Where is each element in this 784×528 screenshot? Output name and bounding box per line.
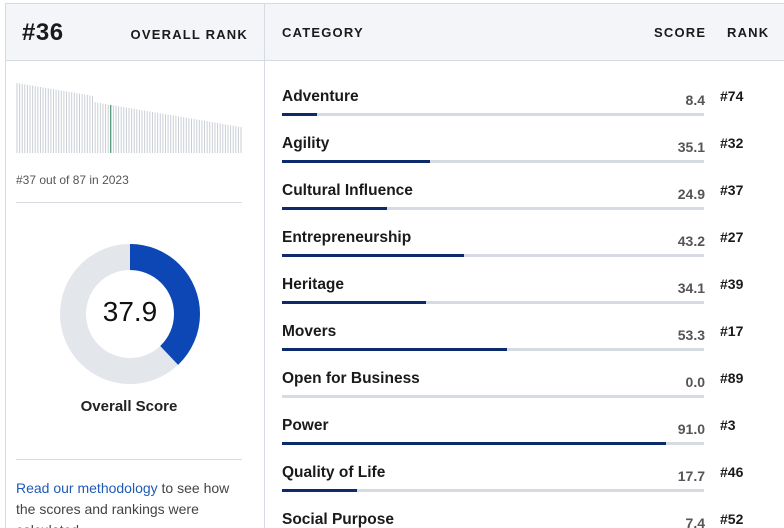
category-score: 0.0 bbox=[685, 374, 705, 390]
overall-score-donut bbox=[60, 244, 200, 384]
score-bar-fill bbox=[282, 207, 388, 210]
score-bar-fill bbox=[282, 160, 431, 163]
category-name[interactable]: Quality of Life bbox=[282, 464, 386, 481]
score-bar-track bbox=[282, 348, 704, 351]
category-row: Social Purpose 7.4 #52 bbox=[265, 484, 784, 528]
category-name[interactable]: Cultural Influence bbox=[282, 182, 413, 199]
score-bar-track bbox=[282, 207, 704, 210]
category-score: 35.1 bbox=[677, 139, 705, 155]
score-bar-track bbox=[282, 301, 704, 304]
score-bar-track bbox=[282, 442, 704, 445]
category-score: 43.2 bbox=[677, 233, 705, 249]
category-row: Open for Business 0.0 #89 bbox=[265, 343, 784, 398]
category-row: Movers 53.3 #17 bbox=[265, 296, 784, 351]
divider bbox=[16, 459, 242, 460]
methodology-link[interactable]: Read our methodology bbox=[16, 480, 158, 496]
score-bar-fill bbox=[282, 348, 507, 351]
category-row: Quality of Life 17.7 #46 bbox=[265, 437, 784, 492]
score-column-header: SCORE bbox=[654, 25, 707, 40]
donut-fill bbox=[60, 244, 200, 384]
overall-rank-header: #36 OVERALL RANK bbox=[6, 4, 264, 61]
category-name[interactable]: Movers bbox=[282, 323, 337, 340]
methodology-text: to see how the scores and rankings were … bbox=[16, 480, 230, 528]
category-rank: #39 bbox=[720, 276, 744, 292]
category-row: Agility 35.1 #32 bbox=[265, 108, 784, 163]
rank-history-sparkline bbox=[16, 83, 242, 153]
category-row: Heritage 34.1 #39 bbox=[265, 249, 784, 304]
category-rank: #32 bbox=[720, 135, 744, 151]
rank-history-note: #37 out of 87 in 2023 bbox=[16, 173, 129, 187]
score-bar-fill bbox=[282, 442, 667, 445]
category-rank: #27 bbox=[720, 229, 744, 245]
category-scores-panel: CATEGORY SCORE RANK Adventure 8.4 #74 Agili… bbox=[264, 3, 784, 528]
category-row: Cultural Influence 24.9 #37 bbox=[265, 155, 784, 210]
score-bar-track bbox=[282, 254, 704, 257]
category-rank: #17 bbox=[720, 323, 744, 339]
category-row: Adventure 8.4 #74 bbox=[265, 61, 784, 116]
overall-score-value: 37.9 bbox=[102, 296, 158, 327]
category-score: 53.3 bbox=[677, 327, 705, 343]
category-row: Power 91.0 #3 bbox=[265, 390, 784, 445]
category-name[interactable]: Adventure bbox=[282, 88, 359, 105]
methodology-note: Read our methodology to see how the scor… bbox=[16, 478, 246, 528]
category-name[interactable]: Social Purpose bbox=[282, 511, 394, 528]
overall-rank-panel: #36 OVERALL RANK bbox=[5, 3, 264, 528]
category-score: 8.4 bbox=[685, 92, 705, 108]
score-bar-fill bbox=[282, 113, 318, 116]
category-rank: #89 bbox=[720, 370, 744, 386]
category-rank: #52 bbox=[720, 511, 744, 527]
category-name[interactable]: Power bbox=[282, 417, 329, 434]
category-rank: #3 bbox=[720, 417, 736, 433]
score-bar-track bbox=[282, 160, 704, 163]
score-bar-track bbox=[282, 489, 704, 492]
score-bar-fill bbox=[282, 254, 465, 257]
overall-score-label: Overall Score bbox=[80, 398, 178, 415]
category-score: 24.9 bbox=[677, 186, 705, 202]
category-rank: #74 bbox=[720, 88, 744, 104]
category-name[interactable]: Entrepreneurship bbox=[282, 229, 412, 246]
category-name[interactable]: Open for Business bbox=[282, 370, 420, 387]
score-bar-track bbox=[282, 395, 704, 398]
category-score: 34.1 bbox=[677, 280, 705, 296]
category-name[interactable]: Agility bbox=[282, 135, 330, 152]
overall-rank-label: OVERALL RANK bbox=[130, 27, 248, 42]
category-name[interactable]: Heritage bbox=[282, 276, 345, 293]
score-bar-track bbox=[282, 113, 704, 116]
score-bar-fill bbox=[282, 301, 426, 304]
category-rows: Adventure 8.4 #74 Agility 35.1 #32 Cultural In… bbox=[265, 61, 784, 528]
category-column-header: CATEGORY bbox=[282, 25, 364, 40]
score-bar-fill bbox=[282, 489, 357, 492]
category-score: 91.0 bbox=[677, 421, 705, 437]
category-rank: #46 bbox=[720, 464, 744, 480]
category-rank: #37 bbox=[720, 182, 744, 198]
overall-rank-number: #36 bbox=[22, 19, 64, 46]
category-table-header: CATEGORY SCORE RANK bbox=[265, 4, 784, 61]
category-score: 7.4 bbox=[685, 515, 705, 528]
category-score: 17.7 bbox=[677, 468, 705, 484]
divider bbox=[16, 202, 242, 203]
category-row: Entrepreneurship 43.2 #27 bbox=[265, 202, 784, 257]
rank-column-header: RANK bbox=[727, 25, 770, 40]
